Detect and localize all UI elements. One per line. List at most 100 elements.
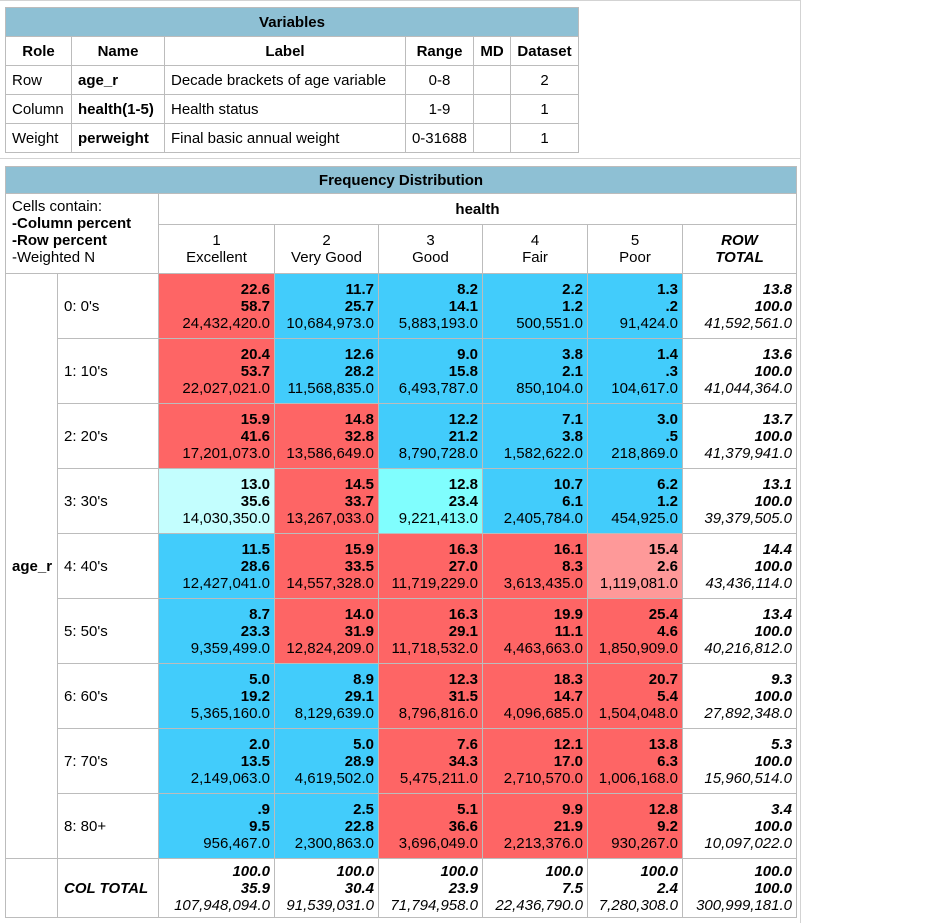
row-percent: 100.0 — [754, 297, 792, 315]
total-cell: 5.3 100.0 15,960,514.0 — [682, 728, 797, 794]
column-percent: 12.2 — [448, 410, 478, 428]
weighted-n: 500,551.0 — [516, 314, 583, 332]
column-percent: 8.9 — [353, 670, 374, 688]
data-cell: 11.7 25.7 10,684,973.0 — [274, 273, 379, 339]
column-percent: 5.0 — [249, 670, 270, 688]
column-code: 3 — [426, 232, 435, 249]
column-percent: 11.5 — [241, 540, 270, 558]
header-range: Range — [405, 36, 474, 66]
cells-contain-legend: Cells contain: -Column percent -Row perc… — [5, 193, 159, 274]
row-percent: 35.9 — [240, 879, 270, 897]
variable-row: Column health(1-5) Health status 1-9 1 — [5, 94, 579, 124]
column-percent: 8.2 — [457, 280, 478, 298]
column-header-4: 4 Fair — [482, 224, 588, 274]
data-cell: 25.4 4.6 1,850,909.0 — [587, 598, 683, 664]
row-percent: 33.7 — [344, 492, 374, 510]
row-percent: 27.0 — [448, 557, 478, 575]
weighted-n: 27,892,348.0 — [704, 704, 792, 722]
row-variable-label: age_r — [5, 273, 58, 859]
row-percent: 36.6 — [448, 817, 478, 835]
column-percent: 5.1 — [457, 800, 478, 818]
column-percent: 1.3 — [657, 280, 678, 298]
total-cell: 100.0 7.5 22,436,790.0 — [482, 858, 588, 918]
weighted-n: 14,030,350.0 — [182, 509, 270, 527]
weighted-n: 15,960,514.0 — [704, 769, 792, 787]
weighted-n: 17,201,073.0 — [182, 444, 270, 462]
weighted-n: 4,619,502.0 — [294, 769, 374, 787]
data-cell: 2.2 1.2 500,551.0 — [482, 273, 588, 339]
row-label: 0: 0's — [57, 273, 159, 339]
row-percent: 5.4 — [657, 687, 678, 705]
column-percent: 15.9 — [240, 410, 270, 428]
column-percent: 100.0 — [754, 862, 792, 880]
table-row: 1: 10's 20.4 53.7 22,027,021.0 12.6 28.2 11,56… — [6, 338, 797, 404]
weighted-n: 218,869.0 — [611, 444, 678, 462]
data-cell: 20.4 53.7 22,027,021.0 — [158, 338, 275, 404]
column-percent: 100.0 — [336, 862, 374, 880]
row-percent: 100.0 — [754, 752, 792, 770]
column-percent: 13.1 — [762, 475, 792, 493]
total-cell: 13.8 100.0 41,592,561.0 — [682, 273, 797, 339]
column-percent: 7.6 — [457, 735, 478, 753]
variable-row: Row age_r Decade brackets of age variabl… — [5, 65, 579, 95]
column-header-5: 5 Poor — [587, 224, 683, 274]
row-percent: 35.6 — [240, 492, 270, 510]
row-percent: 32.8 — [344, 427, 374, 445]
weighted-n: 1,850,909.0 — [598, 639, 678, 657]
total-cell: 9.3 100.0 27,892,348.0 — [682, 663, 797, 729]
table-row: age_r 0: 0's 22.6 58.7 24,432,420.0 11.7 25.7 1… — [5, 273, 797, 859]
row-percent: 100.0 — [754, 687, 792, 705]
weighted-n: 8,129,639.0 — [294, 704, 374, 722]
row-percent: 31.9 — [344, 622, 374, 640]
column-percent: 12.1 — [553, 735, 583, 753]
column-percent: 13.7 — [762, 410, 792, 428]
column-header-2: 2 Very Good — [274, 224, 379, 274]
blank-cell — [5, 858, 58, 918]
weighted-n: 41,592,561.0 — [704, 314, 792, 332]
weighted-n: 11,719,229.0 — [391, 574, 478, 592]
column-percent: 9.9 — [562, 800, 583, 818]
row-percent: 41.6 — [240, 427, 270, 445]
total-cell: 100.0 35.9 107,948,094.0 — [158, 858, 275, 918]
column-percent: 3.4 — [771, 800, 792, 818]
column-percent: 14.8 — [344, 410, 374, 428]
total-cell: 100.0 100.0 300,999,181.0 — [682, 858, 797, 918]
column-percent: 3.8 — [562, 345, 583, 363]
var-label: Decade brackets of age variable — [164, 65, 406, 95]
weighted-n: 300,999,181.0 — [696, 896, 792, 914]
data-cell: 18.3 14.7 4,096,685.0 — [482, 663, 588, 729]
weighted-n: 1,119,081.0 — [599, 574, 678, 592]
column-percent: 5.0 — [353, 735, 374, 753]
data-cell: 2.5 22.8 2,300,863.0 — [274, 793, 379, 859]
row-percent: 13.5 — [240, 752, 270, 770]
column-percent: 100.0 — [640, 862, 678, 880]
weighted-n: 22,027,021.0 — [182, 379, 270, 397]
row-percent: 1.2 — [657, 492, 678, 510]
column-variable-label: health — [158, 193, 797, 225]
weighted-n: 7,280,308.0 — [598, 896, 678, 914]
column-label: Excellent — [186, 249, 247, 266]
data-cell: 12.6 28.2 11,568,835.0 — [274, 338, 379, 404]
row-percent: 30.4 — [344, 879, 374, 897]
var-label: Final basic annual weight — [164, 123, 406, 153]
data-cell: 22.6 58.7 24,432,420.0 — [158, 273, 275, 339]
row-percent: 33.5 — [344, 557, 374, 575]
row-label: 2: 20's — [57, 403, 159, 469]
column-percent: 15.9 — [344, 540, 374, 558]
row-label: 6: 60's — [57, 663, 159, 729]
row-percent: 29.1 — [448, 622, 478, 640]
var-role: Row — [5, 65, 72, 95]
data-cell: .9 9.5 956,467.0 — [158, 793, 275, 859]
row-percent: 28.9 — [344, 752, 374, 770]
column-percent: 1.4 — [657, 345, 678, 363]
row-percent: 31.5 — [448, 687, 478, 705]
weighted-n: 10,097,022.0 — [704, 834, 792, 852]
weighted-n: 14,557,328.0 — [286, 574, 374, 592]
var-dataset: 2 — [510, 65, 579, 95]
total-cell: 13.6 100.0 41,044,364.0 — [682, 338, 797, 404]
column-percent: 13.8 — [762, 280, 792, 298]
row-percent: 100.0 — [754, 817, 792, 835]
table-row: 7: 70's 2.0 13.5 2,149,063.0 5.0 28.9 4,619,50… — [6, 728, 797, 794]
total-cell: 100.0 30.4 91,539,031.0 — [274, 858, 379, 918]
row-total-header-line1: ROW — [721, 232, 758, 249]
